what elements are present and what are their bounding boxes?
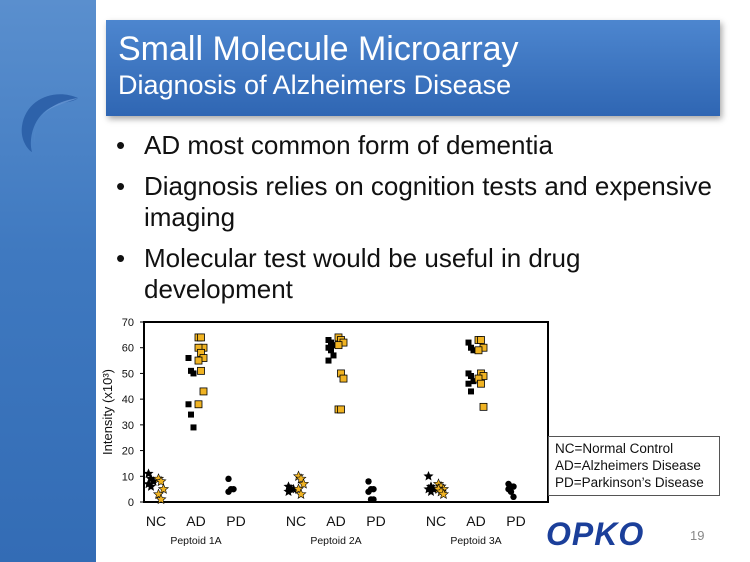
data-point-star bbox=[437, 488, 450, 499]
bullet-text: Diagnosis relies on cognition tests and … bbox=[144, 171, 713, 232]
data-point-star bbox=[145, 481, 157, 491]
data-point-star bbox=[295, 488, 307, 499]
group-label: Peptoid 1A bbox=[170, 535, 221, 547]
data-point-square bbox=[334, 341, 343, 350]
sidebar-band bbox=[0, 0, 96, 562]
data-point-square bbox=[190, 424, 197, 431]
y-tick-label: 30 bbox=[122, 420, 134, 432]
category-label: PD bbox=[506, 513, 525, 529]
data-point-square bbox=[194, 356, 203, 365]
data-point-square bbox=[337, 405, 345, 414]
bullet-text: AD most common form of dementia bbox=[144, 130, 553, 160]
data-point-star bbox=[155, 493, 167, 505]
data-point-square bbox=[468, 373, 474, 379]
swoosh-logo-icon bbox=[21, 94, 78, 152]
category-label: AD bbox=[186, 513, 205, 529]
page-number: 19 bbox=[690, 528, 705, 543]
data-point-square bbox=[330, 352, 337, 359]
bullet-item: • Diagnosis relies on cognition tests and… bbox=[112, 171, 712, 233]
data-point-square bbox=[468, 388, 474, 395]
scatter-chart: 0 10 20 30 40 50 60 70 Intensity (x10³) NC AD PD Pep… bbox=[100, 317, 549, 547]
slide-title: Small Molecule Microarray bbox=[118, 30, 519, 68]
category-label: AD bbox=[326, 513, 345, 529]
y-tick-label: 10 bbox=[122, 471, 134, 483]
data-point-circle bbox=[230, 485, 237, 493]
data-point-square bbox=[470, 378, 477, 385]
data-point-star bbox=[297, 478, 310, 489]
data-point-square bbox=[479, 402, 488, 411]
data-point-star bbox=[295, 473, 307, 484]
data-point-circle bbox=[365, 478, 372, 485]
y-tick-label: 70 bbox=[122, 317, 134, 329]
bullet-dot: • bbox=[116, 130, 126, 160]
category-label: PD bbox=[366, 513, 385, 529]
chart-legend-note: NC=Normal Control AD=Alzheimers Disease … bbox=[548, 436, 720, 496]
data-point-star bbox=[155, 475, 167, 487]
opko-logo: OPKO bbox=[546, 516, 644, 552]
y-tick-label: 40 bbox=[122, 394, 134, 406]
data-point-star bbox=[143, 468, 154, 479]
data-point-square bbox=[199, 387, 208, 396]
data-point-square bbox=[328, 347, 334, 354]
group-label: Peptoid 2A bbox=[310, 535, 361, 547]
data-point-circle bbox=[225, 488, 232, 495]
y-axis-label: Intensity (x10³) bbox=[100, 369, 115, 455]
y-tick-label: 50 bbox=[122, 368, 134, 380]
data-point-star bbox=[423, 471, 434, 481]
y-tick-label: 0 bbox=[128, 497, 134, 509]
data-point-square bbox=[185, 355, 192, 361]
legend-line-nc: NC=Normal Control bbox=[555, 441, 674, 456]
category-label: NC bbox=[426, 513, 446, 529]
data-point-star bbox=[157, 483, 170, 494]
data-point-star bbox=[152, 488, 165, 499]
data-point-square bbox=[185, 401, 192, 408]
data-point-square bbox=[470, 347, 477, 354]
bullet-text: Molecular test would be useful in drug d… bbox=[144, 243, 581, 304]
data-point-square bbox=[188, 411, 194, 418]
data-point-square bbox=[465, 339, 472, 346]
data-point-star bbox=[283, 486, 294, 497]
group-label: Peptoid 3A bbox=[450, 535, 501, 547]
data-point-square bbox=[325, 357, 332, 364]
data-point-star bbox=[425, 486, 437, 497]
category-label: NC bbox=[286, 513, 306, 529]
data-point-circle bbox=[370, 496, 377, 503]
data-point-circle bbox=[507, 488, 515, 495]
opko-logo-text: OPKO bbox=[546, 516, 644, 552]
data-point-circle bbox=[365, 488, 372, 495]
data-point-square bbox=[197, 366, 205, 375]
data-point-circle bbox=[225, 475, 232, 483]
data-point-square bbox=[477, 379, 485, 388]
y-tick-label: 60 bbox=[122, 343, 134, 355]
data-point-square bbox=[474, 346, 483, 355]
category-label: PD bbox=[226, 513, 245, 529]
data-point-circle bbox=[510, 493, 517, 501]
data-point-circle bbox=[370, 485, 377, 493]
data-point-square bbox=[190, 370, 197, 377]
data-point-circle bbox=[510, 483, 517, 490]
y-tick-label: 20 bbox=[122, 446, 134, 458]
data-point-square bbox=[465, 380, 472, 387]
bullet-list: • AD most common form of dementia • Diagno… bbox=[112, 130, 712, 315]
data-point-star bbox=[292, 483, 305, 494]
data-point-square bbox=[330, 342, 337, 349]
slide-subtitle: Diagnosis of Alzheimers Disease bbox=[118, 70, 512, 100]
bullet-item: • AD most common form of dementia bbox=[112, 130, 712, 161]
bullet-item: • Molecular test would be useful in drug … bbox=[112, 243, 712, 305]
data-point-square bbox=[477, 336, 485, 344]
bullet-dot: • bbox=[116, 243, 126, 273]
data-point-square bbox=[194, 400, 203, 409]
bullet-dot: • bbox=[116, 171, 126, 201]
category-label: NC bbox=[146, 513, 166, 529]
title-box: Small Molecule Microarray Diagnosis of A… bbox=[106, 20, 720, 116]
legend-line-pd: PD=Parkinson’s Disease bbox=[555, 475, 704, 490]
data-point-square bbox=[339, 374, 348, 383]
legend-line-ad: AD=Alzheimers Disease bbox=[555, 458, 701, 473]
category-label: AD bbox=[466, 513, 485, 529]
data-point-square bbox=[197, 333, 205, 342]
